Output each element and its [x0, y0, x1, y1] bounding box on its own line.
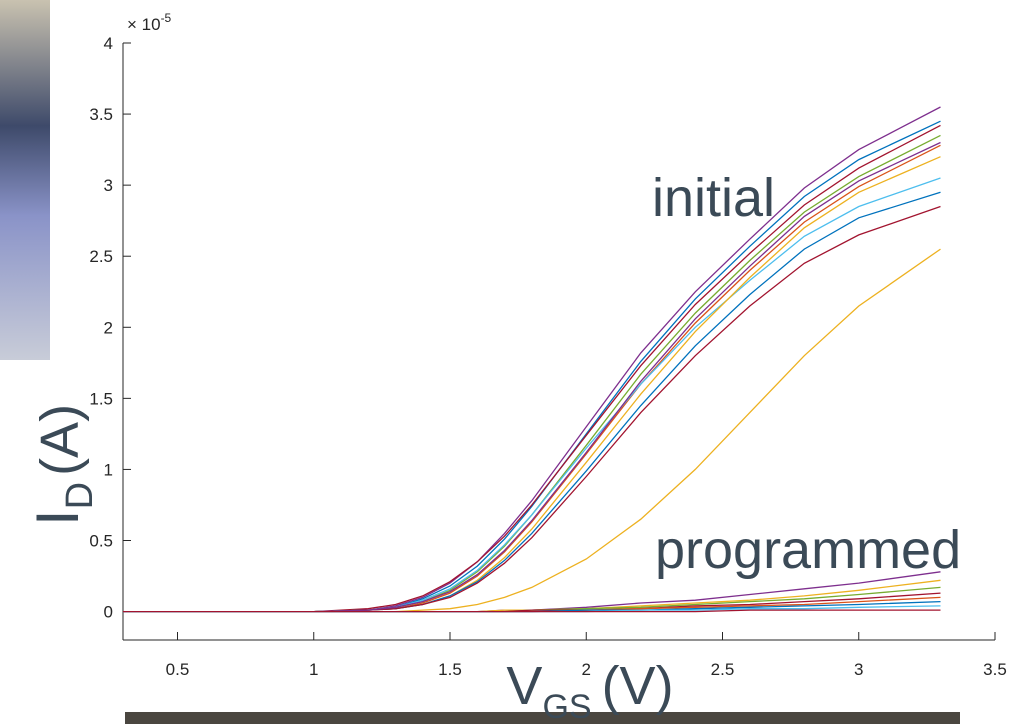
- label-sub: GS: [542, 688, 591, 724]
- x-tick-label: 2.5: [711, 660, 735, 679]
- label-sub: D: [59, 482, 101, 509]
- y-axis-label: ID (A): [24, 404, 101, 526]
- series-line: [123, 141, 941, 613]
- annotation: initial: [652, 168, 775, 228]
- y-multiplier: × 10-5: [127, 11, 172, 34]
- photo-strip: [125, 712, 960, 724]
- y-tick-label: 3: [104, 176, 113, 195]
- y-tick-label: 0.5: [89, 532, 113, 551]
- x-tick-label: 1: [309, 660, 318, 679]
- series-line: [123, 124, 941, 613]
- plot-area: 0 0.5 1 1.5 2 2.5 3 3.5 4 0.5 1 1.5 2 2.5 3 3.5: [89, 34, 1006, 679]
- series-line: [123, 205, 941, 613]
- multiplier-base: × 10: [127, 15, 161, 34]
- label-main: I: [24, 509, 91, 526]
- x-tick-label: 0.5: [166, 660, 190, 679]
- x-tick-label: 2: [582, 660, 591, 679]
- x-axis-label: VGS (V): [506, 656, 673, 724]
- x-tick-label: 3.5: [983, 660, 1007, 679]
- series-line: [123, 579, 941, 613]
- label-unit: (V): [602, 656, 674, 716]
- y-tick-label: 1.5: [89, 389, 113, 408]
- annotation: programmed: [655, 520, 961, 580]
- y-tick-label: 0: [104, 603, 113, 622]
- y-tick-label: 2: [104, 318, 113, 337]
- multiplier-exponent: -5: [161, 11, 172, 25]
- y-tick-label: 3.5: [89, 105, 113, 124]
- x-tick-label: 3: [854, 660, 863, 679]
- label-main: V: [506, 656, 542, 716]
- y-tick-label: 2.5: [89, 247, 113, 266]
- y-tick-label: 4: [104, 34, 113, 53]
- series-line: [123, 106, 941, 613]
- x-tick-label: 1.5: [438, 660, 462, 679]
- photo: [0, 0, 50, 360]
- series-line: [123, 609, 941, 613]
- label-unit: (A): [30, 404, 90, 476]
- y-tick-label: 1: [104, 460, 113, 479]
